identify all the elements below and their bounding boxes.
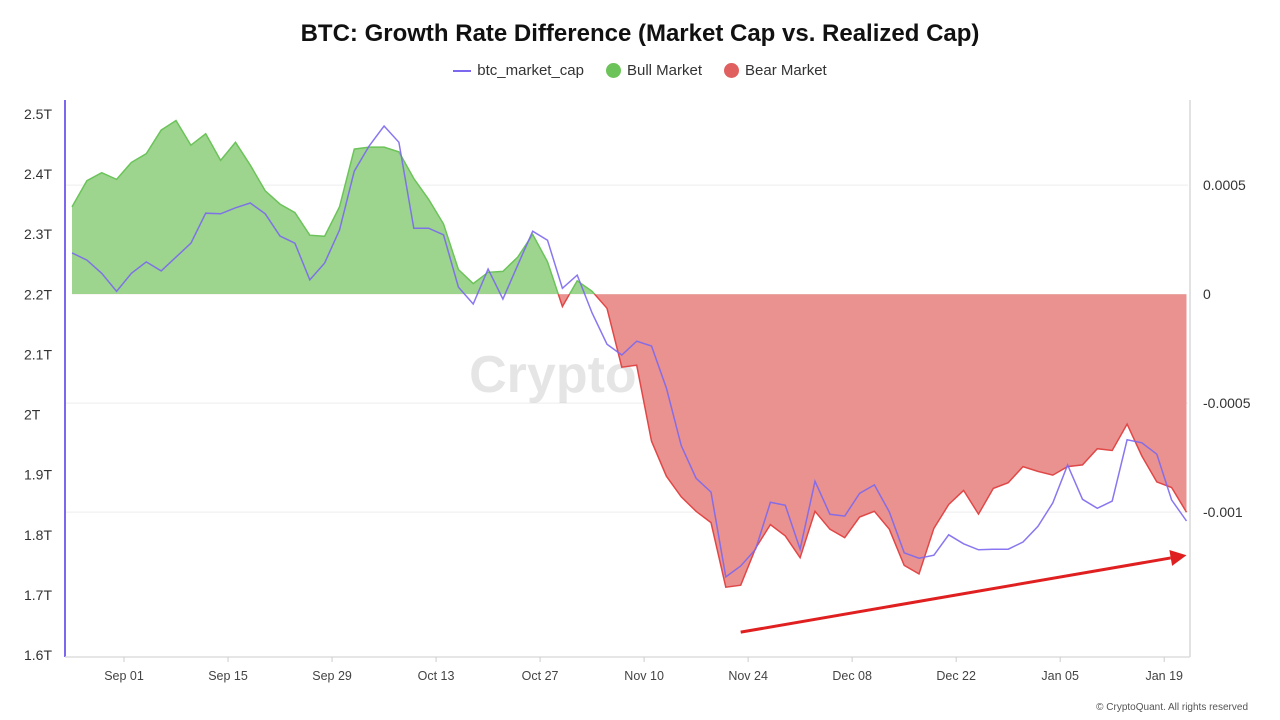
right-axis-tick-label: -0.0005 [1203, 395, 1251, 411]
left-axis-tick-label: 2T [24, 407, 41, 423]
x-axis-tick-label: Jan 05 [1041, 669, 1079, 683]
x-axis-tick-label: Sep 29 [312, 669, 352, 683]
legend-label: Bull Market [627, 62, 703, 79]
x-axis-tick-label: Dec 22 [936, 669, 976, 683]
legend-item-btc-market-cap[interactable]: btc_market_cap [453, 62, 584, 79]
arrow-head-icon [1169, 550, 1187, 566]
left-axis-tick-label: 1.6T [24, 647, 52, 663]
red-dot-icon [724, 63, 740, 78]
x-axis-tick-label: Sep 01 [104, 669, 144, 683]
left-axis-tick-label: 1.7T [24, 587, 52, 603]
left-axis-tick-label: 1.8T [24, 527, 52, 543]
left-axis-tick-label: 2.3T [24, 226, 52, 242]
left-axis-tick-label: 2.4T [24, 166, 52, 182]
x-axis-tick-label: Sep 15 [208, 669, 248, 683]
legend: btc_market_cap Bull Market Bear Market [0, 62, 1280, 79]
left-axis-tick-label: 2.5T [24, 106, 52, 122]
x-axis-tick-label: Nov 10 [624, 669, 664, 683]
copyright-footer: © CryptoQuant. All rights reserved [1096, 702, 1248, 713]
x-axis-tick-label: Jan 19 [1145, 669, 1183, 683]
x-axis-tick-label: Oct 13 [418, 669, 455, 683]
legend-item-bear-market[interactable]: Bear Market [724, 62, 827, 79]
left-axis-tick-label: 2.1T [24, 346, 52, 362]
x-axis-tick-label: Dec 08 [832, 669, 872, 683]
left-axis-tick-label: 2.2T [24, 286, 52, 302]
chart-title: BTC: Growth Rate Difference (Market Cap … [300, 20, 980, 47]
legend-label: Bear Market [745, 62, 827, 79]
legend-label: btc_market_cap [477, 62, 584, 79]
x-axis-tick-label: Nov 24 [728, 669, 768, 683]
left-axis-tick-label: 1.9T [24, 467, 52, 483]
right-axis-tick-label: 0 [1203, 286, 1211, 302]
btc-market-cap-line [71, 124, 1188, 579]
line-swatch-icon [453, 69, 472, 72]
right-axis-tick-label: 0.0005 [1203, 177, 1246, 193]
x-axis-tick-label: Oct 27 [522, 669, 559, 683]
bear-market-line [557, 294, 1188, 589]
right-axis-tick-label: -0.001 [1203, 504, 1243, 520]
bull-market-line [71, 119, 596, 295]
legend-item-bull-market[interactable]: Bull Market [606, 62, 702, 79]
green-dot-icon [606, 63, 621, 78]
trend-arrow-line [740, 556, 1171, 634]
